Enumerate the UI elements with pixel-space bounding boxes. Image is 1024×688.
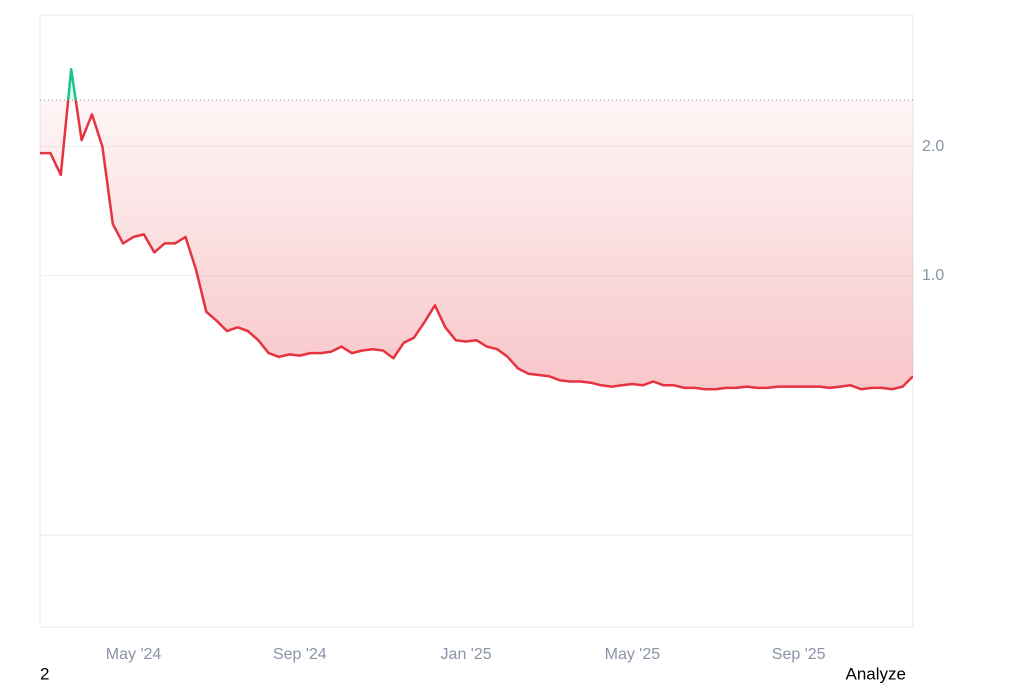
y-tick-label: 2.0 — [922, 138, 944, 155]
x-tick-label: Sep '25 — [772, 646, 826, 663]
x-tick-label: May '25 — [605, 646, 661, 663]
price-line — [40, 100, 913, 391]
x-tick-label: Jan '25 — [441, 646, 492, 663]
x-tick-label: May '24 — [106, 646, 162, 663]
footer-label: 2 — [40, 664, 49, 683]
x-tick-label: Sep '24 — [273, 646, 327, 663]
y-tick-label: 1.0 — [922, 267, 944, 284]
area-fill — [40, 100, 913, 390]
analyze-button[interactable]: Analyze — [846, 664, 906, 683]
